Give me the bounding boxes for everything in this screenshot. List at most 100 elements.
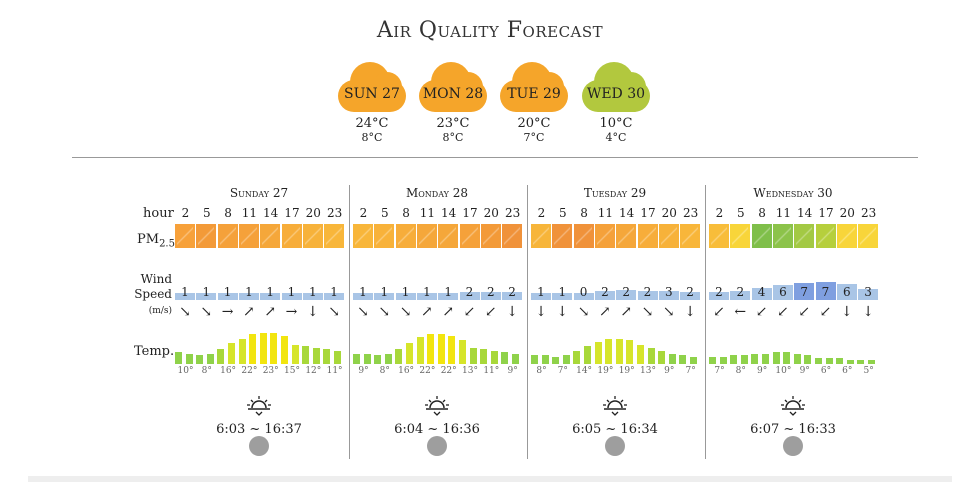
pm25-cell[interactable]	[658, 224, 679, 248]
pm25-cell[interactable]	[751, 224, 772, 248]
wind-bar[interactable]	[594, 291, 615, 300]
temperature-bar[interactable]	[637, 344, 644, 364]
temperature-bar[interactable]	[846, 359, 854, 364]
pm25-cell[interactable]	[260, 224, 281, 248]
temperature-bar[interactable]	[815, 358, 822, 364]
temperature-bar[interactable]	[238, 338, 246, 364]
day-selector-dot[interactable]	[427, 436, 447, 456]
pm25-cell[interactable]	[238, 224, 259, 248]
temperature-bar[interactable]	[690, 356, 697, 364]
temperature-bar[interactable]	[605, 338, 613, 364]
temperature-bar[interactable]	[836, 358, 844, 364]
pm25-cell[interactable]	[594, 224, 615, 248]
temperature-bar[interactable]	[448, 335, 456, 364]
temperature-bar[interactable]	[647, 347, 655, 364]
temperature-bar[interactable]	[626, 340, 634, 364]
wind-bar[interactable]	[217, 293, 238, 300]
pm25-cell[interactable]	[573, 224, 594, 248]
temperature-bar[interactable]	[541, 355, 549, 364]
temperature-bar[interactable]	[793, 353, 801, 364]
wind-bar[interactable]	[374, 293, 395, 300]
pm25-cell[interactable]	[324, 224, 345, 248]
temperature-bar[interactable]	[868, 359, 875, 364]
temperature-bar[interactable]	[658, 350, 666, 364]
wind-bar[interactable]	[502, 292, 523, 300]
temperature-bar[interactable]	[281, 335, 288, 364]
pm25-cell[interactable]	[772, 224, 793, 248]
horizontal-scrollbar[interactable]	[28, 476, 952, 482]
temperature-bar[interactable]	[740, 355, 748, 364]
temperature-bar[interactable]	[751, 353, 759, 364]
temperature-bar[interactable]	[552, 356, 560, 364]
wind-bar[interactable]	[836, 284, 857, 300]
summary-day-4[interactable]: WED 30 10°C 4°C	[576, 60, 656, 144]
wind-bar[interactable]	[616, 290, 637, 300]
summary-day-2[interactable]: MON 28 23°C 8°C	[413, 60, 493, 144]
temperature-bar[interactable]	[459, 340, 466, 364]
temperature-bar[interactable]	[196, 355, 204, 364]
pm25-cell[interactable]	[616, 224, 637, 248]
temperature-bar[interactable]	[857, 359, 865, 364]
temperature-bar[interactable]	[259, 332, 267, 364]
pm25-cell[interactable]	[302, 224, 323, 248]
temperature-bar[interactable]	[312, 347, 320, 364]
temperature-bar[interactable]	[395, 349, 403, 364]
temperature-bar[interactable]	[719, 356, 727, 364]
pm25-cell[interactable]	[531, 224, 551, 248]
pm25-cell[interactable]	[196, 224, 217, 248]
wind-bar[interactable]	[324, 293, 345, 300]
wind-bar[interactable]	[573, 293, 594, 300]
temperature-bar[interactable]	[427, 334, 435, 364]
temperature-bar[interactable]	[615, 338, 623, 364]
temperature-bar[interactable]	[762, 353, 769, 364]
temperature-bar[interactable]	[512, 353, 519, 364]
pm25-cell[interactable]	[281, 224, 302, 248]
temperature-bar[interactable]	[384, 353, 392, 364]
temperature-bar[interactable]	[406, 343, 413, 364]
wind-bar[interactable]	[658, 291, 679, 300]
temperature-bar[interactable]	[531, 355, 538, 364]
temperature-bar[interactable]	[469, 347, 477, 364]
temperature-bar[interactable]	[668, 353, 676, 364]
pm25-cell[interactable]	[502, 224, 523, 248]
wind-bar[interactable]	[302, 293, 323, 300]
wind-bar[interactable]	[238, 293, 259, 300]
temperature-bar[interactable]	[480, 349, 488, 364]
summary-day-1[interactable]: SUN 27 24°C 8°C	[332, 60, 412, 144]
day-selector-dot[interactable]	[249, 436, 269, 456]
temperature-bar[interactable]	[206, 353, 214, 364]
temperature-bar[interactable]	[730, 355, 738, 364]
day-selector-dot[interactable]	[783, 436, 803, 456]
temperature-bar[interactable]	[562, 355, 570, 364]
temperature-bar[interactable]	[594, 341, 602, 364]
temperature-bar[interactable]	[291, 344, 299, 364]
pm25-cell[interactable]	[374, 224, 395, 248]
wind-bar[interactable]	[772, 285, 793, 300]
wind-bar[interactable]	[637, 291, 658, 300]
wind-bar[interactable]	[281, 293, 302, 300]
pm25-cell[interactable]	[175, 224, 195, 248]
pm25-cell[interactable]	[680, 224, 701, 248]
temperature-bar[interactable]	[270, 332, 278, 364]
temperature-bar[interactable]	[584, 346, 591, 364]
wind-bar[interactable]	[395, 293, 416, 300]
pm25-cell[interactable]	[217, 224, 238, 248]
temperature-bar[interactable]	[825, 358, 833, 364]
temperature-bar[interactable]	[175, 352, 182, 364]
wind-bar[interactable]	[751, 288, 772, 300]
pm25-cell[interactable]	[416, 224, 437, 248]
temperature-bar[interactable]	[804, 355, 812, 364]
wind-bar[interactable]	[815, 282, 836, 300]
temperature-bar[interactable]	[185, 353, 193, 364]
wind-bar[interactable]	[196, 293, 217, 300]
wind-bar[interactable]	[459, 292, 480, 300]
wind-bar[interactable]	[175, 293, 195, 300]
temperature-bar[interactable]	[709, 356, 716, 364]
wind-bar[interactable]	[353, 293, 373, 300]
pm25-cell[interactable]	[438, 224, 459, 248]
pm25-cell[interactable]	[395, 224, 416, 248]
temperature-bar[interactable]	[217, 349, 225, 364]
temperature-bar[interactable]	[228, 343, 235, 364]
temperature-bar[interactable]	[334, 350, 341, 364]
pm25-cell[interactable]	[552, 224, 573, 248]
